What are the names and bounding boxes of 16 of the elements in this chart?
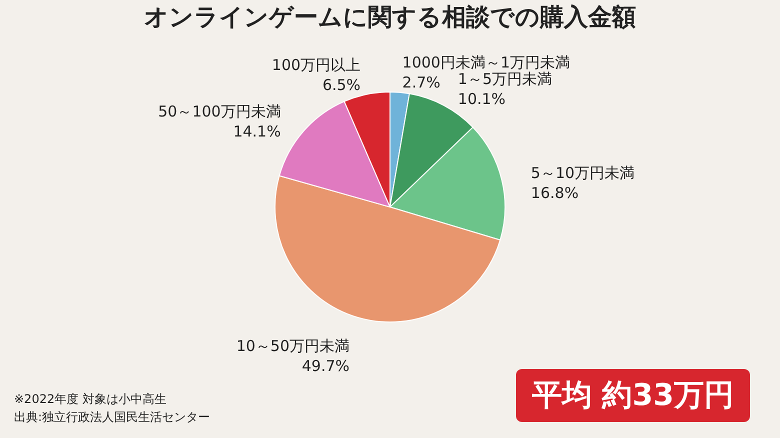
data-label: 14.1%: [233, 122, 281, 141]
data-label: 2.7%: [402, 74, 440, 92]
slice-label: 50～100万円未満: [158, 102, 281, 121]
text: ※2022年度 対象は小中高生: [14, 392, 166, 406]
slice-label: 1～5万円未満: [458, 70, 552, 88]
data-label: 6.5%: [322, 76, 361, 94]
slice-label: 100万円以上: [272, 56, 361, 74]
text: 平均 約33万円: [516, 369, 750, 422]
slice-label: 5～10万円未満: [530, 164, 635, 182]
slice-label: 1000円未満～1万円未満: [402, 54, 570, 72]
data-label: 16.8%: [530, 184, 579, 202]
source-note: 出典:独立行政法人国民生活センター: [14, 410, 210, 424]
chart-title: オンラインゲームに関する相談での購入金額: [144, 3, 636, 31]
slice-label: 10～50万円未満: [236, 337, 350, 356]
data-label: 49.7%: [302, 357, 350, 376]
data-label: 10.1%: [458, 90, 506, 108]
